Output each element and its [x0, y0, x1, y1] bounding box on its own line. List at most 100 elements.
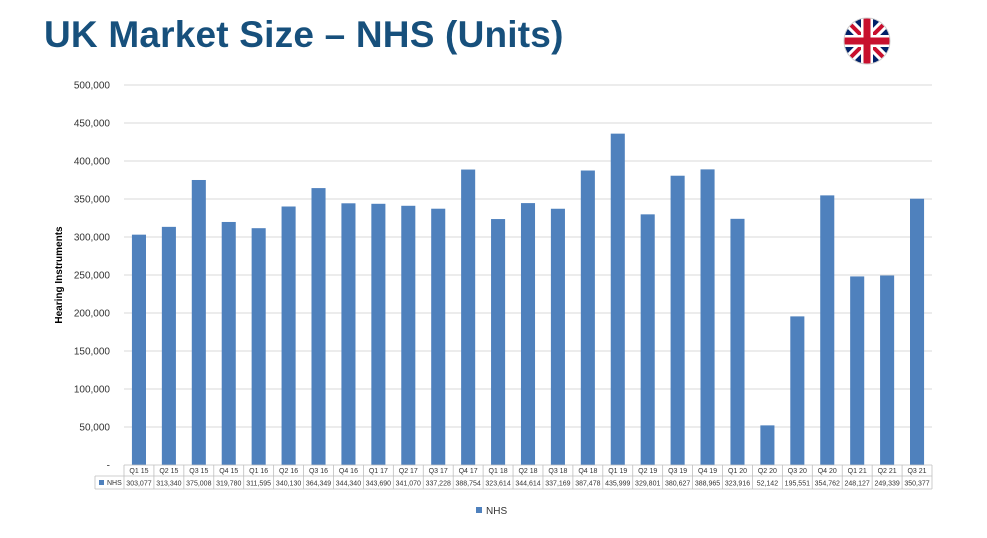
category-label: Q1 18: [489, 468, 508, 475]
category-label: Q2 19: [638, 468, 657, 475]
data-label: 435,999: [605, 481, 630, 488]
data-label: 343,690: [366, 481, 391, 488]
y-axis-ticks: - 50,000 100,000 150,000 200,000 250,000 300,0…: [74, 81, 111, 472]
bar: [191, 179, 206, 465]
category-label: Q1 21: [848, 468, 867, 475]
category-label: Q1 20: [728, 468, 747, 475]
category-label: Q4 15: [219, 468, 238, 475]
category-label: Q4 17: [459, 468, 478, 475]
bar: [910, 198, 925, 465]
data-label: 337,228: [426, 481, 451, 488]
legend-swatch: [476, 507, 482, 513]
bar: [221, 221, 236, 465]
bar: [550, 208, 565, 465]
data-label: 364,349: [306, 481, 331, 488]
data-label: 52,142: [757, 481, 779, 488]
data-label: 387,478: [575, 481, 600, 488]
bar: [700, 169, 715, 465]
bar: [880, 275, 895, 465]
y-tick-label: 50,000: [79, 423, 110, 434]
y-tick-label: -: [107, 461, 110, 472]
page-title: UK Market Size – NHS (Units): [44, 14, 564, 55]
bar: [341, 203, 356, 465]
data-label: 337,169: [545, 481, 570, 488]
category-label: Q4 20: [818, 468, 837, 475]
category-label: Q1 15: [129, 468, 148, 475]
data-label: 380,627: [665, 481, 690, 488]
category-label: Q3 16: [309, 468, 328, 475]
bar: [520, 203, 536, 465]
y-tick-label: 400,000: [74, 157, 111, 168]
category-label: Q4 18: [578, 468, 597, 475]
category-label: Q1 19: [608, 468, 627, 475]
data-label: 340,130: [276, 481, 301, 488]
bar: [640, 214, 655, 465]
bar: [461, 169, 476, 465]
bar: [431, 208, 446, 465]
data-label: 248,127: [845, 481, 870, 488]
category-label: Q2 20: [758, 468, 777, 475]
y-tick-label: 250,000: [74, 271, 111, 282]
bar: [850, 276, 865, 465]
bar: [401, 205, 416, 465]
legend: NHS: [476, 506, 507, 517]
bar: [610, 133, 625, 466]
y-tick-label: 450,000: [74, 119, 111, 130]
category-label: Q3 18: [548, 468, 567, 475]
bar: [580, 170, 595, 465]
category-label: Q4 16: [339, 468, 358, 475]
y-tick-label: 100,000: [74, 385, 111, 396]
category-label: Q3 20: [788, 468, 807, 475]
category-label: Q2 16: [279, 468, 298, 475]
data-label: 388,754: [455, 481, 480, 488]
category-label: Q2 17: [399, 468, 418, 475]
data-label: 344,614: [515, 481, 540, 488]
data-label: 323,916: [725, 481, 750, 488]
data-label: 249,339: [874, 481, 899, 488]
category-label: Q4 19: [698, 468, 717, 475]
bar: [820, 195, 835, 466]
uk-flag-icon: [842, 16, 892, 66]
y-tick-label: 150,000: [74, 347, 111, 358]
data-label: 329,801: [635, 481, 660, 488]
data-label: 354,762: [815, 481, 840, 488]
category-label: Q3 17: [429, 468, 448, 475]
table-legend-swatch: [99, 480, 104, 485]
bar: [760, 425, 775, 465]
legend-label: NHS: [486, 506, 507, 517]
data-table: NHS Q1 15 303,077 Q2 15 313,340 Q3 15 375,008 Q…: [94, 464, 933, 490]
data-label: 344,340: [336, 481, 361, 488]
data-label: 341,070: [396, 481, 421, 488]
category-label: Q3 21: [907, 468, 926, 475]
table-row-header: NHS: [107, 480, 122, 487]
bar: [491, 219, 506, 465]
data-label: 303,077: [126, 481, 151, 488]
category-label: Q2 18: [518, 468, 537, 475]
category-label: Q2 21: [878, 468, 897, 475]
bar: [281, 206, 296, 465]
data-label: 319,780: [216, 481, 241, 488]
bar: [371, 203, 386, 465]
category-label: Q3 15: [189, 468, 208, 475]
data-label: 323,614: [485, 481, 510, 488]
data-label: 375,008: [186, 481, 211, 488]
category-label: Q2 15: [159, 468, 178, 475]
bar: [311, 188, 326, 465]
bar: [790, 316, 805, 465]
bar: [670, 175, 685, 465]
bar: [131, 234, 146, 465]
y-axis-label: Hearing Instruments: [54, 226, 65, 324]
bar-series: [131, 133, 925, 466]
y-tick-label: 300,000: [74, 233, 111, 244]
y-tick-label: 500,000: [74, 81, 111, 92]
category-label: Q3 19: [668, 468, 687, 475]
category-label: Q1 17: [369, 468, 388, 475]
data-label: 195,551: [785, 481, 810, 488]
data-label: 311,595: [246, 481, 271, 488]
y-tick-label: 350,000: [74, 195, 111, 206]
data-label: 313,340: [156, 481, 181, 488]
category-label: Q1 16: [249, 468, 268, 475]
y-tick-label: 200,000: [74, 309, 111, 320]
data-label: 388,965: [695, 481, 720, 488]
